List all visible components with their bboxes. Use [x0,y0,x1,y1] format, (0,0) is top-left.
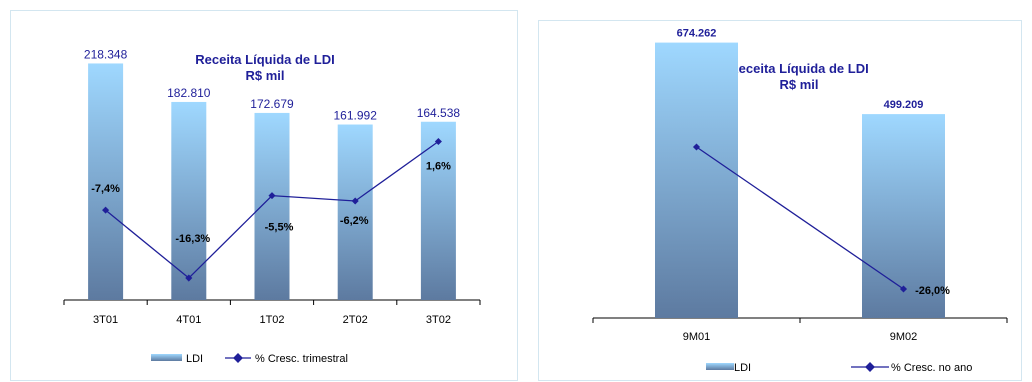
bar-4T01 [171,101,207,300]
line-point-marker [899,285,908,293]
x-tick-label: 1T02 [259,314,284,326]
quarterly-chart-svg: Receita Líquida de LDI R$ mil 218.348 3T0… [63,47,481,365]
bar-3T01 [88,63,124,301]
chart-subtitle: R$ mil [245,68,284,83]
x-tick-label: 9M01 [683,331,711,343]
chart-title: Receita Líquida de LDI [195,52,334,67]
legend-bar-swatch [706,363,734,370]
line-point-marker [351,197,359,205]
x-tick-label: 9M02 [890,331,918,343]
line-point-marker [268,192,276,200]
bar-value-label: 172.679 [250,97,294,111]
bar-value-label: 182.810 [167,86,211,100]
legend-label-bars: LDI [186,353,203,365]
legend-diamond-marker [233,353,243,363]
legend-label-line: % Cresc. no ano [891,362,972,374]
line-point-marker [692,143,701,151]
legend-label-bars: LDI [734,362,751,374]
x-tick-label: 2T02 [343,314,368,326]
legend-bar-swatch [151,354,182,361]
legend: LDI % Cresc. no ano [706,362,972,374]
x-tick-label: 3T02 [426,314,451,326]
bar-value-label: 164.538 [417,106,461,120]
bar-9M02 [862,114,945,318]
line-point-label: -6,2% [340,215,369,227]
line-point-marker [102,206,110,214]
legend-label-line: % Cresc. trimestral [255,353,348,365]
line-point-label: -16,3% [175,233,210,245]
x-tick-label: 3T01 [93,314,118,326]
line-point-marker [434,137,442,146]
bar-3T02 [420,121,456,300]
line-series-cresc-no-ano [696,146,904,290]
bar-value-label: 161.992 [334,109,378,123]
line-point-label: -7,4% [91,183,120,195]
line-point-label: 1,6% [426,160,451,172]
ytd-chart-svg: Receita Líquida de LDI R$ mil 674.262 9M0… [592,28,1008,374]
legend-diamond-marker [865,362,875,372]
line-point-label: -26,0% [915,285,950,297]
legend: LDI % Cresc. trimestral [151,353,348,365]
bar-value-label: 499.209 [884,99,924,111]
line-point-label: -5,5% [265,222,294,234]
bar-value-label: 674.262 [677,28,717,40]
bar-1T02 [254,112,290,300]
bar-value-label: 218.348 [84,47,128,61]
chart-panel-quarterly: Receita Líquida de LDI R$ mil 218.348 3T0… [10,10,518,381]
x-tick-label: 4T01 [176,314,201,326]
chart-panel-ytd: Receita Líquida de LDI R$ mil 674.262 9M0… [538,20,1022,381]
line-point-marker [185,274,193,282]
bar-2T02 [337,124,373,300]
chart-subtitle: R$ mil [779,77,818,92]
chart-title: Receita Líquida de LDI [729,61,868,76]
bar-9M01 [655,42,738,318]
